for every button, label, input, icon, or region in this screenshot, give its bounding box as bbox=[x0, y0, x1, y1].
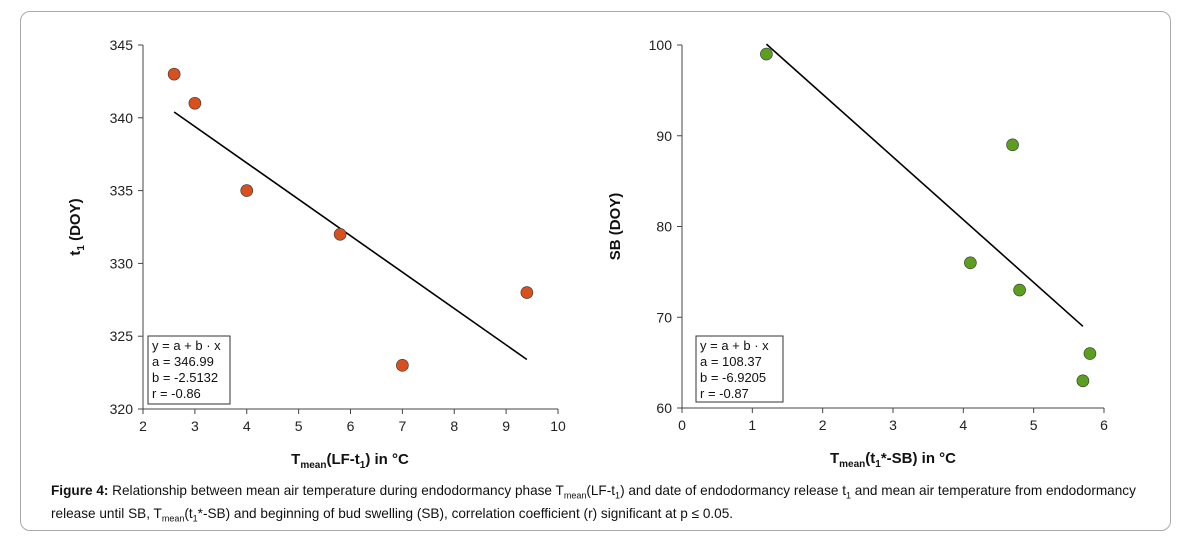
x-axis-label: Tmean(LF-t1) in °C bbox=[291, 451, 409, 471]
x-tick-label: 5 bbox=[295, 418, 303, 434]
x-tick-label: 8 bbox=[450, 418, 458, 434]
caption-text-3: ) and date of endodormancy release t bbox=[620, 483, 847, 498]
y-tick-label: 335 bbox=[110, 183, 134, 199]
data-point bbox=[1013, 283, 1026, 297]
y-tick-label: 330 bbox=[110, 255, 134, 271]
data-point bbox=[240, 184, 254, 197]
x-label-rest: (t bbox=[865, 450, 875, 467]
y-axis-label: SB (DOY) bbox=[607, 193, 624, 261]
y-tick-label: 325 bbox=[110, 328, 134, 344]
x-tick-label: 2 bbox=[139, 418, 147, 434]
stats-box bbox=[147, 335, 231, 405]
x-tick-label: 4 bbox=[959, 417, 967, 433]
y-label-main: t bbox=[67, 251, 84, 256]
x-tick-label: 3 bbox=[191, 418, 199, 434]
x-tick-label: 2 bbox=[819, 417, 827, 433]
y-tick-label: 90 bbox=[656, 128, 672, 144]
caption-sub-2: 1 bbox=[615, 490, 621, 501]
stats-line: a = 108.37 bbox=[700, 354, 762, 369]
x-label-tail: ) in °C bbox=[365, 451, 409, 468]
y-tick-label: 70 bbox=[656, 309, 672, 325]
x-label-tail: *-SB) in °C bbox=[881, 450, 956, 467]
regression-line bbox=[765, 43, 1084, 327]
y-tick-label: 60 bbox=[656, 400, 672, 416]
stats-box bbox=[695, 335, 784, 403]
x-tick-label: 0 bbox=[678, 417, 686, 433]
y-label-main: SB (DOY) bbox=[607, 193, 624, 261]
caption-text-6: *-SB) and beginning of bud swelling (SB)… bbox=[197, 505, 734, 521]
stats-line: a = 346.99 bbox=[152, 354, 214, 369]
stats-line: y = a + b · x bbox=[152, 338, 221, 353]
x-tick-label: 10 bbox=[550, 418, 566, 434]
data-point bbox=[1083, 347, 1097, 360]
x-tick-label: 5 bbox=[1030, 417, 1038, 433]
stats-line: r = -0.86 bbox=[152, 386, 201, 401]
y-tick-label: 320 bbox=[110, 401, 134, 417]
caption-text-1: Relationship between mean air temperatur… bbox=[108, 483, 564, 498]
x-label-rest-sub: 1 bbox=[875, 459, 881, 470]
x-tick-label: 3 bbox=[889, 417, 897, 433]
chart-2: 0 1 2 3 4 5 6 60 70 80 90 100 y = a + b · xa = 108.3… bbox=[607, 37, 1108, 470]
x-label-main: T bbox=[291, 451, 300, 468]
y-label-sub: 1 bbox=[76, 245, 87, 251]
y-tick-label: 345 bbox=[110, 37, 134, 53]
data-point bbox=[167, 67, 181, 81]
stats-line: r = -0.87 bbox=[700, 386, 749, 401]
x-label-sub: mean bbox=[300, 460, 326, 471]
regression-line bbox=[173, 111, 528, 361]
x-tick-label: 4 bbox=[243, 418, 251, 434]
x-tick-label: 6 bbox=[347, 418, 355, 434]
y-tick-label: 80 bbox=[656, 219, 672, 235]
y-axis-label: t1 (DOY) bbox=[67, 198, 87, 255]
caption-text-2: (LF-t bbox=[586, 483, 616, 498]
y-tick-label: 100 bbox=[649, 37, 673, 53]
x-label-sub: mean bbox=[839, 459, 865, 470]
x-tick-label: 6 bbox=[1100, 417, 1108, 433]
x-axis-label: Tmean(t1*-SB) in °C bbox=[830, 450, 956, 470]
stats-line: b = -6.9205 bbox=[700, 370, 766, 385]
data-point bbox=[1076, 374, 1090, 388]
data-point bbox=[964, 256, 977, 270]
x-tick-label: 9 bbox=[502, 418, 510, 434]
data-point bbox=[333, 227, 347, 241]
data-point bbox=[188, 96, 202, 110]
figure-caption: Figure 4: Relationship between mean air … bbox=[51, 482, 1156, 527]
caption-text-5: (t bbox=[184, 505, 193, 521]
figure-frame bbox=[20, 11, 1171, 531]
y-tick-label: 340 bbox=[110, 110, 134, 126]
caption-label: Figure 4: bbox=[51, 483, 109, 498]
x-tick-label: 1 bbox=[748, 417, 756, 433]
data-point bbox=[760, 47, 773, 61]
stats-line: y = a + b · x bbox=[700, 338, 769, 353]
x-tick-label: 7 bbox=[398, 418, 406, 434]
x-label-main: T bbox=[830, 450, 839, 467]
data-point bbox=[1006, 138, 1019, 152]
x-label-rest-sub: 1 bbox=[360, 460, 366, 471]
data-point bbox=[396, 359, 409, 372]
caption-text-4: and mean air temperature from endodorman… bbox=[51, 483, 1136, 521]
y-label-rest: (DOY) bbox=[67, 198, 84, 245]
data-point bbox=[520, 286, 534, 299]
stats-line: b = -2.5132 bbox=[152, 370, 218, 385]
caption-sub-3: 1 bbox=[846, 490, 852, 501]
caption-sub-1: mean bbox=[563, 490, 587, 501]
caption-sub-4: mean bbox=[161, 513, 185, 524]
x-label-rest: (LF-t bbox=[326, 451, 359, 468]
caption-sub-5: 1 bbox=[192, 513, 198, 524]
